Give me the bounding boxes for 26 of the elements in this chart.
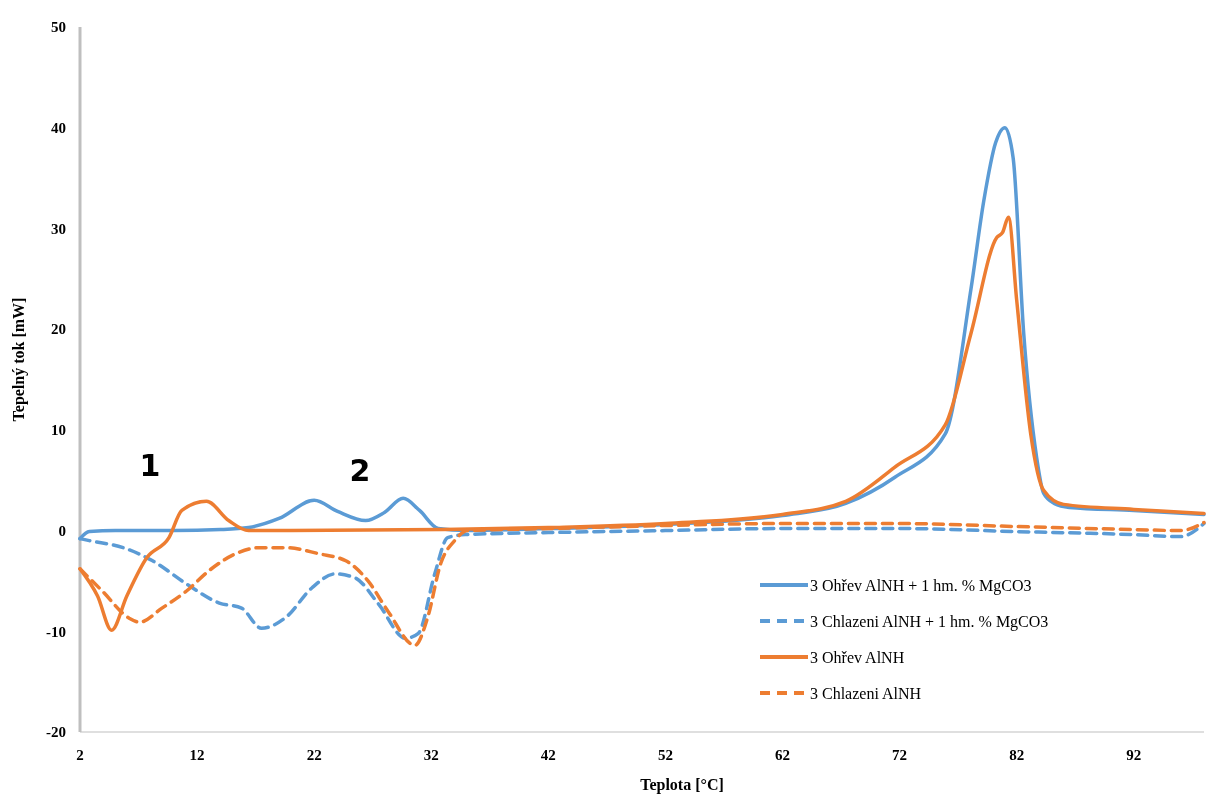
x-axis-title: Teplota [°C] (640, 776, 724, 794)
legend-label: 3 Ohřev AlNH + 1 hm. % MgCO3 (810, 576, 1032, 595)
x-tick-label: 22 (306, 747, 322, 763)
y-tick-label: 40 (51, 119, 66, 136)
y-tick-label: -10 (46, 623, 66, 640)
y-tick-label: 10 (51, 422, 66, 439)
x-tick-label: 12 (189, 747, 205, 763)
x-tick-label: 32 (423, 747, 439, 763)
annotation: 1 (139, 447, 161, 483)
x-tick-label: 2 (76, 747, 84, 763)
y-tick-label: -20 (46, 724, 66, 741)
legend-label: 3 Ohřev AlNH (810, 648, 905, 666)
legend-label: 3 Chlazeni AlNH (810, 684, 922, 702)
y-tick-label: 50 (51, 19, 66, 36)
x-tick-label: 42 (540, 747, 556, 763)
legend-label: 3 Chlazeni AlNH + 1 hm. % MgCO3 (810, 612, 1049, 631)
y-tick-label: 30 (51, 220, 66, 237)
x-tick-label: 82 (1009, 747, 1025, 763)
y-tick-label: 20 (51, 321, 66, 338)
x-tick-label: 52 (657, 747, 673, 763)
x-tick-label: 72 (892, 747, 908, 763)
y-tick-label: 0 (58, 522, 66, 539)
annotation: 2 (349, 452, 371, 488)
x-tick-label: 62 (775, 747, 790, 763)
y-axis-title: Tepelný tok [mW] (10, 297, 28, 422)
x-tick-label: 92 (1126, 747, 1142, 763)
